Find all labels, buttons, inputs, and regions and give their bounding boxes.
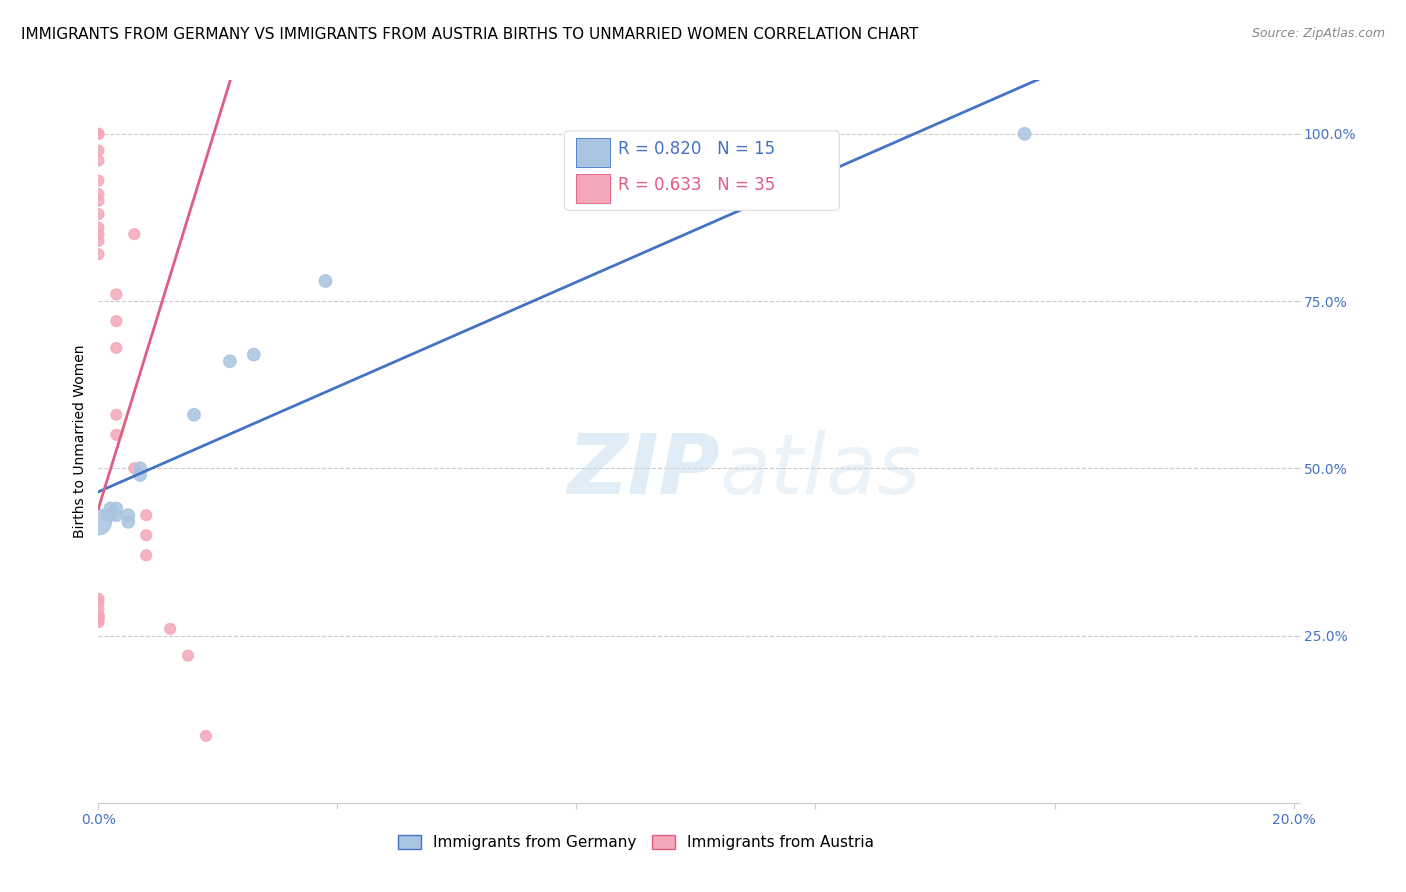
Point	[135, 508, 157, 523]
Point	[243, 348, 266, 362]
FancyBboxPatch shape	[576, 174, 610, 203]
Point	[87, 608, 110, 623]
Point	[105, 501, 128, 516]
Point	[195, 729, 218, 743]
Text: R = 0.820   N = 15: R = 0.820 N = 15	[619, 140, 776, 158]
Point	[87, 612, 110, 626]
Text: ZIP: ZIP	[567, 430, 720, 511]
Point	[105, 408, 128, 422]
Point	[87, 220, 110, 235]
Point	[1014, 127, 1036, 141]
FancyBboxPatch shape	[576, 138, 610, 167]
Point	[159, 622, 181, 636]
FancyBboxPatch shape	[576, 138, 610, 167]
Point	[129, 467, 152, 482]
Point	[87, 144, 110, 158]
Point	[129, 461, 152, 475]
Text: IMMIGRANTS FROM GERMANY VS IMMIGRANTS FROM AUSTRIA BIRTHS TO UNMARRIED WOMEN COR: IMMIGRANTS FROM GERMANY VS IMMIGRANTS FR…	[21, 27, 918, 42]
Point	[105, 508, 128, 523]
Point	[87, 127, 110, 141]
Point	[87, 612, 110, 626]
Point	[87, 612, 110, 626]
Point	[98, 508, 122, 523]
Text: atlas: atlas	[720, 430, 921, 511]
Point	[117, 508, 139, 523]
Point	[87, 153, 110, 168]
Point	[87, 173, 110, 188]
Point	[98, 501, 122, 516]
Point	[105, 287, 128, 301]
Point	[87, 187, 110, 202]
Point	[105, 314, 128, 328]
Point	[87, 515, 110, 529]
Point	[87, 608, 110, 623]
Point	[87, 127, 110, 141]
Point	[105, 341, 128, 355]
Point	[87, 615, 110, 630]
Legend: Immigrants from Germany, Immigrants from Austria: Immigrants from Germany, Immigrants from…	[392, 830, 880, 856]
Point	[219, 354, 242, 368]
Point	[87, 595, 110, 609]
Point	[87, 194, 110, 208]
Text: Source: ZipAtlas.com: Source: ZipAtlas.com	[1251, 27, 1385, 40]
FancyBboxPatch shape	[576, 174, 610, 203]
Point	[96, 508, 118, 523]
Point	[87, 207, 110, 221]
Point	[135, 528, 157, 542]
Point	[87, 602, 110, 616]
Point	[87, 591, 110, 606]
Point	[124, 461, 146, 475]
Text: R = 0.633   N = 35: R = 0.633 N = 35	[619, 176, 776, 194]
Point	[135, 548, 157, 563]
Point	[87, 234, 110, 248]
Point	[177, 648, 200, 663]
Point	[124, 227, 146, 242]
Y-axis label: Births to Unmarried Women: Births to Unmarried Women	[73, 345, 87, 538]
Point	[105, 427, 128, 442]
Point	[87, 608, 110, 623]
FancyBboxPatch shape	[565, 131, 839, 211]
Point	[87, 247, 110, 261]
Point	[117, 515, 139, 529]
Point	[87, 227, 110, 242]
Point	[315, 274, 337, 288]
Point	[183, 408, 205, 422]
